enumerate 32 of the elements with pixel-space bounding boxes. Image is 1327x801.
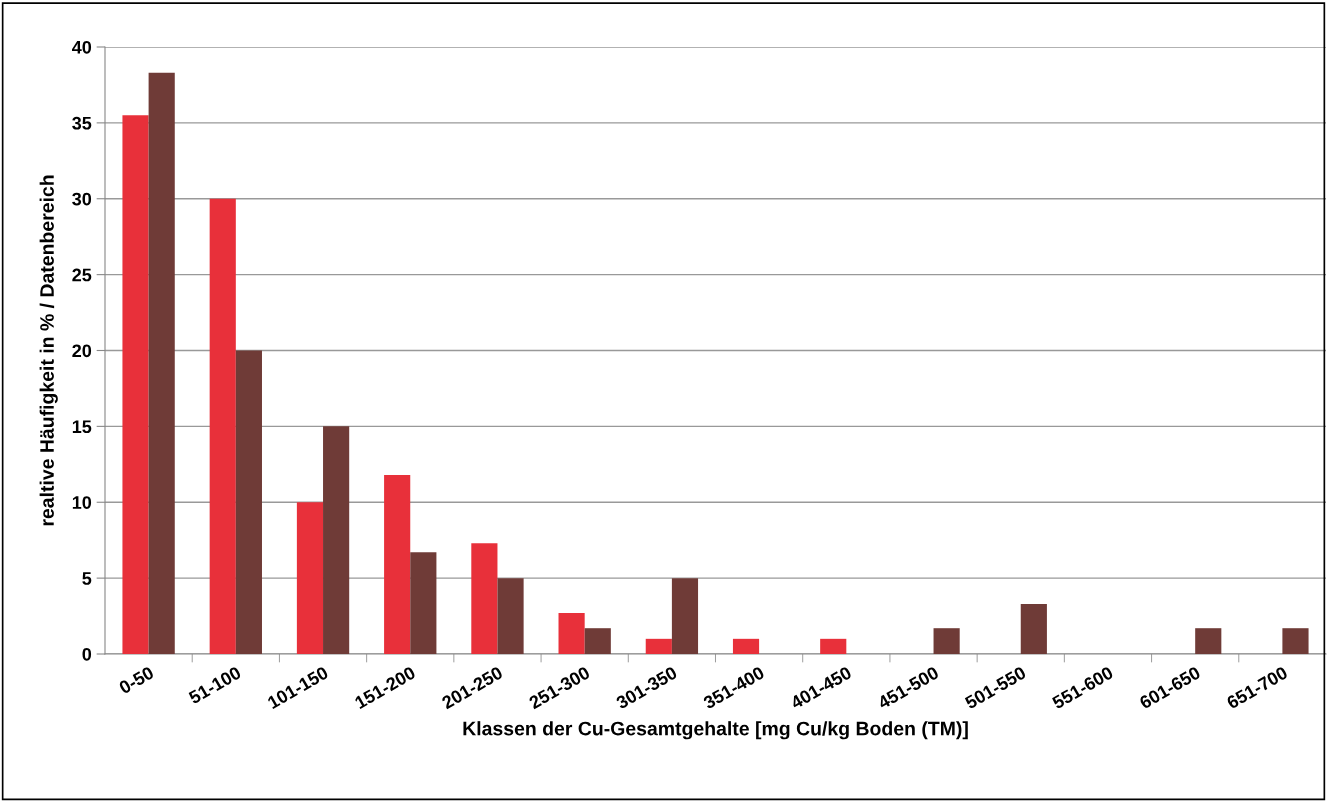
bar [410,552,437,654]
y-tick-label: 10 [72,496,92,509]
y-tick-label: 5 [82,572,92,585]
bar [1195,628,1222,654]
y-tick-label: 15 [72,420,92,434]
bar [732,638,760,654]
bar [497,578,524,654]
bar [671,578,699,654]
bar [933,628,960,654]
bar [209,198,236,654]
y-tick-label: 25 [72,268,92,282]
bar [122,115,149,654]
y-tick-label: 20 [72,344,92,358]
bar [471,543,498,654]
x-tick-label: 0-50 [118,665,155,695]
bar [296,502,324,654]
bar [235,350,262,654]
bar [323,426,350,654]
bar [645,638,672,654]
y-axis-title: realtive Häufigkeit in % / Datenbereich [39,175,58,526]
bar [384,474,411,654]
y-tick-label: 40 [72,40,92,54]
bar [1020,603,1047,654]
x-axis-title: Klassen der Cu-Gesamtgehalte [mg Cu/kg Boden (TM)] [463,721,968,740]
y-tick-label: 35 [72,116,92,130]
bar [558,613,585,654]
bar [1282,628,1309,654]
y-tick-label: 0 [82,647,92,661]
bar [820,638,847,654]
y-tick-label: 30 [72,192,92,206]
bar [148,72,175,654]
bar [584,628,611,654]
